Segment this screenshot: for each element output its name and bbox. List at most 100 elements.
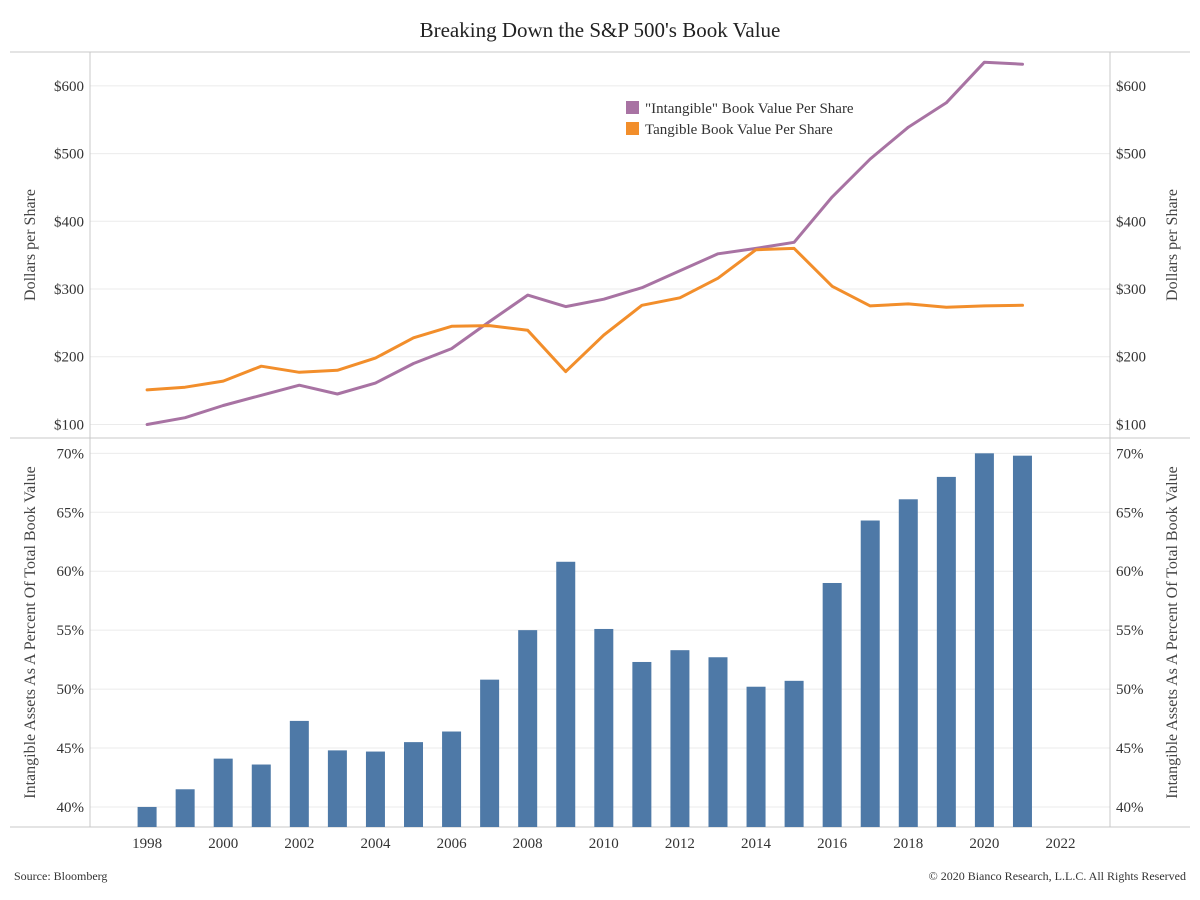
line-point [1021,304,1024,307]
line-point [412,362,415,365]
footer-copyright: © 2020 Bianco Research, L.L.C. All Right… [929,869,1186,883]
x-tick-label: 2000 [208,836,238,852]
line-point [374,381,377,385]
line-point [1021,62,1024,66]
bar [594,628,614,827]
tangible-line [145,246,1024,392]
bar [708,657,728,827]
intangible-line [145,60,1024,426]
bar [251,764,271,827]
bar [365,751,385,827]
line-point [907,302,910,306]
x-tick-label: 2014 [741,836,772,852]
y-tick-label-left: $500 [54,147,84,163]
bar [175,789,195,827]
bar [404,742,424,827]
line-point [336,369,339,372]
x-tick-label: 2022 [1046,836,1076,852]
bar [213,758,233,827]
line-point [640,304,644,307]
line-point [907,125,910,129]
line-point [488,320,491,323]
x-tick-label: 2006 [437,836,468,852]
bar [860,520,880,827]
y-axis-title-left: Intangible Assets As A Percent Of Total … [22,466,39,798]
line-point [983,60,986,64]
y-tick-label-left: $400 [54,214,84,230]
bar [556,561,576,827]
bar [746,686,766,827]
line-point [298,383,301,387]
line-point [145,388,149,392]
y-tick-label-right: 40% [1116,800,1144,816]
x-tick-label: 2020 [969,836,999,852]
line-point [260,365,263,368]
tick-labels: $100 $100 $200 $200 $300 $300 $400 $400 $500 $500… [22,79,1181,852]
bar [936,476,956,827]
bar [442,731,462,827]
line-point [678,296,682,300]
y-tick-label-right: 70% [1116,446,1144,462]
x-tick-label: 2018 [893,836,923,852]
legend-label: Tangible Book Value Per Share [645,122,833,138]
line-point [145,423,149,426]
line-point [450,325,453,328]
line-point [298,371,301,374]
bar [974,453,994,827]
line-point [336,392,339,396]
footer-source: Source: Bloomberg [14,869,107,883]
x-tick-label: 2008 [513,836,543,852]
y-tick-label-right: $600 [1116,79,1146,95]
line-point [869,304,872,308]
x-tick-label: 2002 [284,836,314,852]
line-point [716,252,720,256]
line-point [488,324,491,327]
line-point [183,386,187,389]
x-tick-label: 2016 [817,836,848,852]
line-point [374,356,377,360]
bar-series [137,453,1032,827]
bar [822,582,842,827]
line-point [450,347,453,350]
line-point [640,286,644,289]
line-point [792,247,796,250]
bar [518,630,538,827]
y-tick-label-right: 45% [1116,741,1144,757]
y-tick-label-right: $400 [1116,214,1146,230]
bar [1012,455,1032,827]
x-tick-label: 1998 [132,836,162,852]
x-tick-label: 2010 [589,836,619,852]
legend: "Intangible" Book Value Per Share Tangibl… [626,101,854,138]
y-tick-label-right: $500 [1116,147,1146,163]
x-tick-label: 2004 [360,836,391,852]
y-tick-label-left: $100 [54,417,84,433]
y-axis-title-right: Dollars per Share [1164,189,1181,301]
line-point [526,293,529,297]
y-tick-label-right: $300 [1116,282,1146,298]
bar [670,650,690,827]
y-tick-label-right: $200 [1116,350,1146,366]
line-point [564,370,567,373]
line-point [222,379,225,383]
line-point [754,248,758,251]
bar [289,720,309,827]
y-tick-label-right: 50% [1116,682,1144,698]
line-point [792,241,796,244]
line-point [602,333,606,337]
chart-title: Breaking Down the S&P 500's Book Value [420,18,781,42]
line-point [260,394,263,397]
x-tick-label: 2012 [665,836,695,852]
line-point [869,157,872,161]
line-point [983,304,986,308]
bar [137,806,157,827]
y-axis-title-right: Intangible Assets As A Percent Of Total … [1164,466,1181,798]
y-axis-title-left: Dollars per Share [22,189,39,301]
bar [632,661,652,827]
line-point [183,416,187,419]
y-tick-label-left: 65% [57,505,85,521]
legend-label: "Intangible" Book Value Per Share [645,101,854,117]
line-point [222,404,225,407]
bar [898,499,918,827]
bar [480,679,500,827]
